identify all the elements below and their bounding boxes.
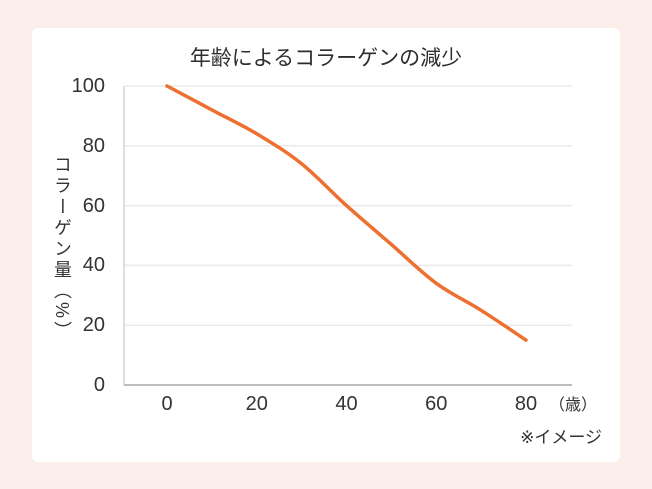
image-note: ※イメージ xyxy=(520,428,602,447)
collagen-line-series xyxy=(165,84,528,342)
x-tick-label: 20 xyxy=(245,393,268,415)
y-tick-label: 60 xyxy=(82,194,105,217)
y-tick-label: 80 xyxy=(82,134,105,157)
x-tick-label: 60 xyxy=(425,393,448,415)
y-tick-label: 40 xyxy=(82,254,105,277)
line-chart xyxy=(123,84,572,386)
x-tick-label: 40 xyxy=(335,393,358,415)
x-axis-unit-label: （歳） xyxy=(549,397,598,414)
y-tick-label: 100 xyxy=(71,75,105,97)
x-tick-label: 80 xyxy=(514,393,538,415)
y-tick-label: 0 xyxy=(93,374,105,396)
chart-title: 年齢によるコラーゲンの減少 xyxy=(189,47,463,70)
y-tick-label: 20 xyxy=(82,314,105,337)
y-axis-label: コラーゲン量（%） xyxy=(52,155,72,343)
x-tick-label: 0 xyxy=(161,393,173,415)
chart-card: 年齢によるコラーゲンの減少 コラーゲン量（%） 0 20 40 60 80 100 0 20… xyxy=(32,28,620,462)
